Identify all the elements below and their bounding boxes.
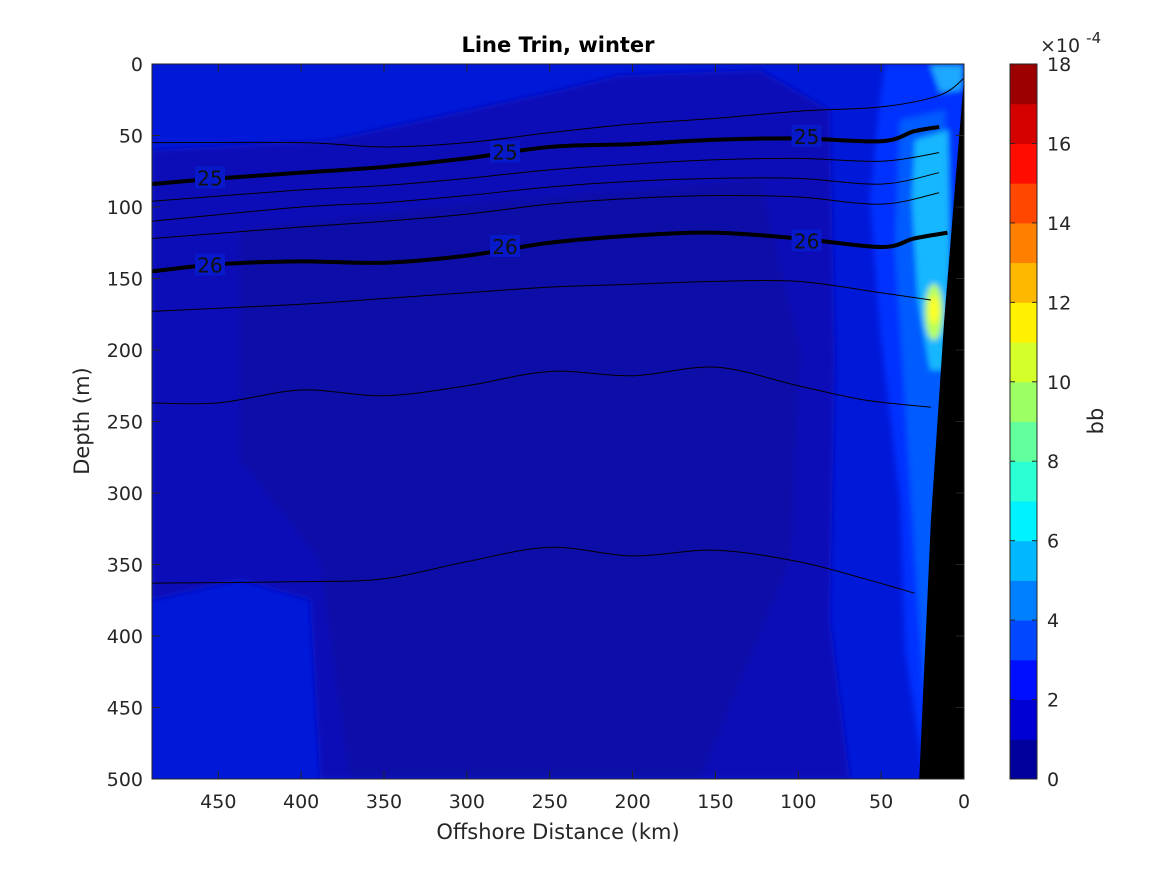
isopycnal-label: 25 bbox=[492, 141, 517, 165]
y-tick-label: 200 bbox=[107, 340, 143, 362]
colorbar-swatch bbox=[1010, 262, 1037, 303]
colorbar-swatch bbox=[1010, 421, 1037, 462]
isopycnal-label: 26 bbox=[492, 235, 517, 259]
colorbar-tick-label: 18 bbox=[1047, 54, 1071, 76]
isopycnal-label-bg bbox=[195, 253, 225, 276]
colorbar-swatch bbox=[1010, 143, 1037, 184]
isopycnal-label: 25 bbox=[794, 125, 819, 149]
x-tick-label: 450 bbox=[200, 791, 236, 813]
colorbar-swatch bbox=[1010, 659, 1037, 701]
x-tick-label: 150 bbox=[697, 791, 733, 813]
heatmap-field bbox=[152, 64, 964, 779]
x-tick-label: 250 bbox=[532, 791, 568, 813]
isopycnal-line-bold bbox=[152, 230, 948, 274]
isopycnal-label-bg bbox=[489, 235, 520, 258]
colorbar-swatch bbox=[1010, 580, 1037, 621]
colorbar-swatch bbox=[1010, 103, 1037, 144]
colorbar-swatch bbox=[1010, 699, 1037, 740]
y-tick-label: 50 bbox=[119, 126, 143, 148]
x-tick-label: 400 bbox=[283, 791, 319, 813]
colorbar-swatch bbox=[1010, 222, 1037, 264]
isopycnal-line bbox=[152, 546, 915, 594]
colorbar-swatch bbox=[1010, 461, 1037, 502]
isopycnal-label: 25 bbox=[197, 166, 222, 190]
colorbar-swatch bbox=[1010, 739, 1037, 780]
colorbar-tick-label: 0 bbox=[1047, 769, 1059, 791]
y-tick-label: 500 bbox=[107, 769, 143, 791]
colorbar-swatch bbox=[1010, 64, 1037, 105]
colorbar-frame bbox=[1009, 63, 1038, 780]
y-tick-label: 150 bbox=[107, 269, 143, 291]
y-tick-label: 350 bbox=[107, 555, 143, 577]
isopycnal-line bbox=[152, 279, 931, 312]
x-axis-label: Offshore Distance (km) bbox=[436, 820, 679, 844]
isopycnal-line bbox=[152, 192, 940, 239]
isopycnal-label-bg bbox=[195, 166, 225, 189]
isopycnal-label: 26 bbox=[794, 229, 819, 253]
colorbar-exponent: ×10 -4 bbox=[1040, 29, 1101, 57]
colorbar-tick-label: 14 bbox=[1047, 213, 1071, 235]
colorbar-tick-label: 4 bbox=[1047, 610, 1059, 632]
x-tick-label: 300 bbox=[449, 791, 485, 813]
colorbar-swatch bbox=[1010, 381, 1037, 422]
colorbar-swatch bbox=[1010, 540, 1037, 581]
isopycnal-line bbox=[152, 152, 940, 202]
colorbar-swatch bbox=[1010, 620, 1037, 661]
heatmap-region-deep-core bbox=[240, 180, 800, 779]
colorbar-scale bbox=[1010, 64, 1037, 780]
y-tick-label: 100 bbox=[107, 197, 143, 219]
colorbar-exponent-base: ×10 bbox=[1040, 35, 1080, 57]
colorbar-swatch bbox=[1010, 302, 1037, 343]
plot-area: 25 25 25 26 26 26 bbox=[152, 64, 964, 779]
isopycnal-label-bg bbox=[791, 124, 822, 147]
colorbar-tick-label: 12 bbox=[1047, 292, 1071, 314]
isopycnal-labels: 25 25 25 26 26 26 bbox=[195, 125, 822, 278]
isopycnal-label-bg bbox=[489, 140, 520, 163]
isopycnal-line-bold bbox=[152, 124, 940, 187]
y-axis-label: Depth (m) bbox=[70, 367, 94, 474]
x-tick-label: 200 bbox=[614, 791, 650, 813]
y-tick-label: 0 bbox=[131, 54, 143, 76]
isopycnal-label: 26 bbox=[197, 254, 222, 278]
y-tick-label: 300 bbox=[107, 483, 143, 505]
x-tick-label: 0 bbox=[958, 791, 970, 813]
x-tick-label: 100 bbox=[780, 791, 816, 813]
colorbar-tick-label: 8 bbox=[1047, 451, 1059, 473]
x-tick-label: 50 bbox=[869, 791, 893, 813]
seafloor-bathymetry bbox=[919, 78, 964, 779]
colorbar-tick-label: 10 bbox=[1047, 372, 1071, 394]
isopycnal-line bbox=[152, 77, 964, 148]
colorbar-ticks: 0 2 4 6 8 10 12 14 16 18 bbox=[1010, 54, 1071, 791]
colorbar-tick-label: 16 bbox=[1047, 133, 1071, 155]
isopycnal-label-bg bbox=[791, 229, 822, 252]
chart-title: Line Trin, winter bbox=[461, 33, 655, 57]
colorbar-swatch bbox=[1010, 183, 1037, 224]
colorbar-tick-label: 6 bbox=[1047, 531, 1059, 553]
isopycnal-line bbox=[152, 172, 940, 222]
colorbar-label: bb bbox=[1084, 408, 1108, 435]
x-axis: 450 400 350 300 250 200 150 100 50 0 bbox=[200, 64, 970, 813]
y-tick-label: 450 bbox=[107, 698, 143, 720]
isopycnal-contours bbox=[152, 77, 964, 594]
heatmap-region-surface-high bbox=[930, 64, 964, 92]
colorbar: 0 2 4 6 8 10 12 14 16 18 ×10 -4 bb bbox=[1009, 29, 1108, 791]
isopycnal-line bbox=[152, 366, 931, 408]
colorbar-tick-label: 2 bbox=[1047, 690, 1059, 712]
heatmap-region-max-core bbox=[929, 296, 939, 324]
y-tick-label: 250 bbox=[107, 412, 143, 434]
colorbar-exponent-power: -4 bbox=[1086, 29, 1101, 47]
x-tick-label: 350 bbox=[366, 791, 402, 813]
colorbar-swatch bbox=[1010, 500, 1037, 542]
y-tick-label: 400 bbox=[107, 626, 143, 648]
colorbar-swatch bbox=[1010, 342, 1037, 383]
y-axis: 0 50 100 150 200 250 300 350 400 450 500 bbox=[107, 54, 964, 791]
